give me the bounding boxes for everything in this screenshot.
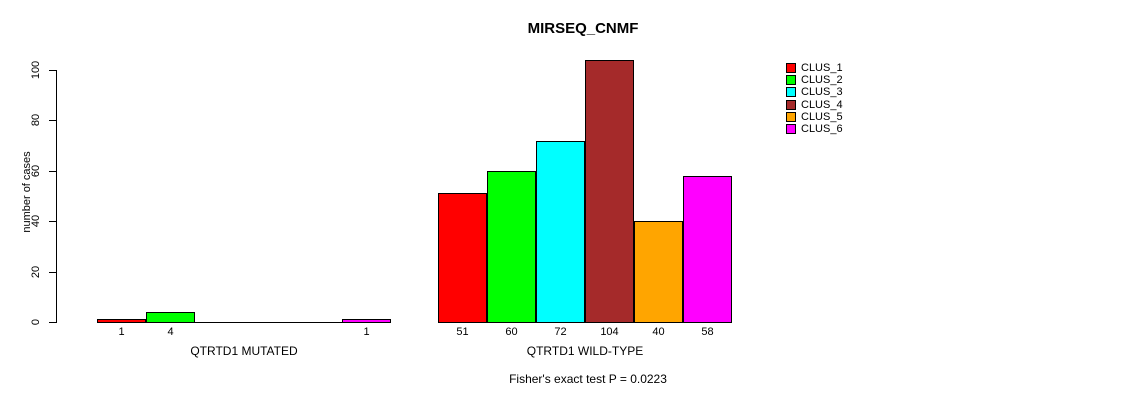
y-tick [49,322,57,323]
legend-label: CLUS_3 [801,86,843,99]
bar [585,60,634,323]
legend-label: CLUS_2 [801,74,843,87]
legend-label: CLUS_4 [801,98,843,111]
y-tick [49,120,57,121]
bar [438,193,487,323]
legend-item: CLUS_2 [786,74,843,87]
legend-label: CLUS_5 [801,110,843,123]
legend-swatch [786,87,796,98]
group-label: QTRTD1 MUTATED [190,344,298,358]
bar [97,319,146,323]
bar-value-label: 1 [363,326,370,338]
y-tick-label: 40 [30,214,42,228]
bar [536,141,585,323]
fisher-test-annotation: Fisher's exact test P = 0.0223 [509,372,667,386]
legend-swatch [786,99,796,110]
bar-value-label: 40 [652,326,665,338]
y-tick-label: 80 [30,113,42,127]
bar [634,221,683,323]
bar [342,319,391,323]
legend-swatch [786,124,796,134]
y-tick-label: 0 [30,318,42,326]
bar [683,176,732,323]
legend-label: CLUS_6 [801,123,843,135]
legend-item: CLUS_6 [786,123,843,135]
y-tick-label: 60 [30,164,42,178]
y-tick-label: 20 [30,265,42,279]
y-axis-line [56,70,57,323]
bar-value-label: 104 [600,326,619,338]
bar [487,171,536,323]
legend-swatch [786,63,796,73]
bar-value-label: 1 [118,326,125,338]
zero-bar-line [244,322,293,323]
y-tick [49,171,57,172]
y-tick [49,221,57,222]
y-tick-label: 100 [30,60,42,80]
legend-item: CLUS_1 [786,62,843,74]
bar-value-label: 4 [167,326,174,338]
zero-bar-line [293,322,342,323]
legend-item: CLUS_4 [786,98,843,111]
bar-value-label: 72 [554,326,567,338]
bar-value-label: 58 [701,326,714,338]
bar-value-label: 51 [456,326,469,338]
chart-title: MIRSEQ_CNMF [527,20,639,37]
legend-item: CLUS_3 [786,86,843,99]
zero-bar-line [195,322,244,323]
bar [146,312,195,323]
legend-swatch [786,111,796,122]
y-tick [49,272,57,273]
legend-item: CLUS_5 [786,110,843,123]
group-label: QTRTD1 WILD-TYPE [526,344,644,358]
legend-label: CLUS_1 [801,62,843,74]
legend-swatch [786,75,796,86]
bar-value-label: 60 [505,326,518,338]
y-tick [49,70,57,71]
